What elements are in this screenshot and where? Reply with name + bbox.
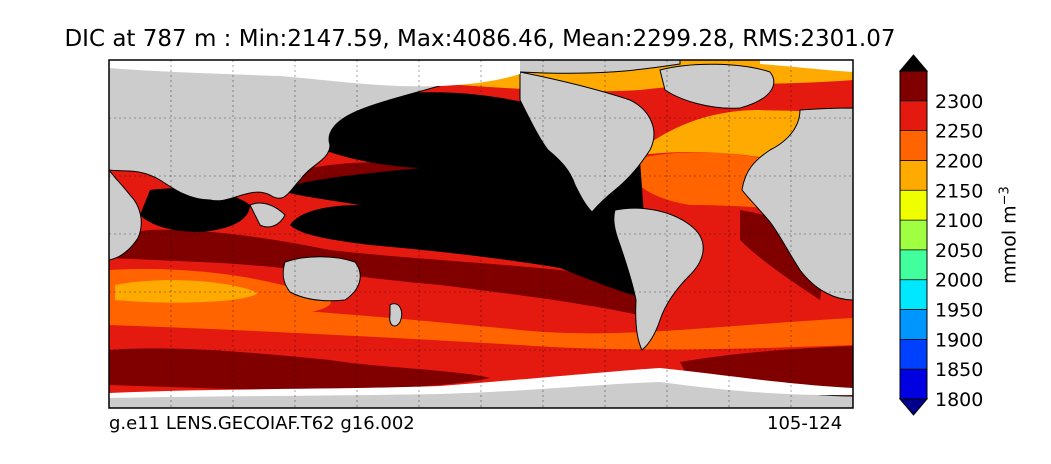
colorbar-segment [900,130,927,161]
colorbar-tick-label: 2050 [935,240,983,262]
colorbar-tick-label: 2150 [935,180,983,202]
land-europe-africa [741,107,853,301]
colorbar-segment [900,160,927,191]
land-greenland [659,63,775,109]
colorbar-segment [900,249,927,281]
plot-title: DIC at 787 m : Min:2147.59, Max:4086.46,… [64,26,896,52]
colorbar-segment [900,309,927,340]
colorbar-tick-label: 2200 [935,150,983,172]
land-north-america [519,71,655,213]
colorbar-ticks: 2300 2250 2200 2150 2100 2050 2000 1950 1900 1850… [900,91,983,411]
colorbar-segment [900,71,927,102]
arctic-ice-east [760,60,853,72]
map-frame [108,59,854,409]
colorbar-tick-label: 1950 [935,300,983,322]
colorbar-segment [900,190,927,221]
colorbar-tick-label: 1900 [935,329,983,351]
land-south-america [613,207,704,351]
south-darkred-band [109,348,490,390]
colorbar-tick-label: 1800 [935,389,983,411]
land-africa-west [109,169,142,261]
colorbar-segment [900,279,927,311]
colorbar-frame [899,70,928,400]
colorbar-arrow-bottom [898,398,929,416]
south-indian-gold [115,280,258,303]
colorbar-tick-label: 1850 [935,359,983,381]
colorbar-arrow-top [898,54,929,72]
colorbar-tick-label: 2250 [935,121,983,143]
land-maritime-se-asia [249,202,286,228]
land [109,60,853,408]
colorbar-tick-label: 2100 [935,210,983,232]
colorbar-segment [900,100,927,132]
colorbar-unit-label: mmol m−3 [997,186,1021,284]
land-newzealand [389,303,403,327]
arctic-ice [109,60,520,87]
footer-case-name: g.e11 LENS.GECOIAF.T62 g16.002 [109,413,415,434]
pacific-darkred [109,229,660,320]
footer-years: 105-124 [767,413,843,434]
land-eurasia [109,60,681,202]
colorbar-tick-label: 2300 [935,91,983,113]
colorbar-segment [900,339,927,370]
colorbar-segments [898,54,929,416]
colorbar-segment [900,369,927,400]
colorbar-segment [900,220,927,251]
colorbar-tick-label: 2000 [935,270,983,292]
map-grid [109,60,853,408]
land-australia [282,256,361,302]
